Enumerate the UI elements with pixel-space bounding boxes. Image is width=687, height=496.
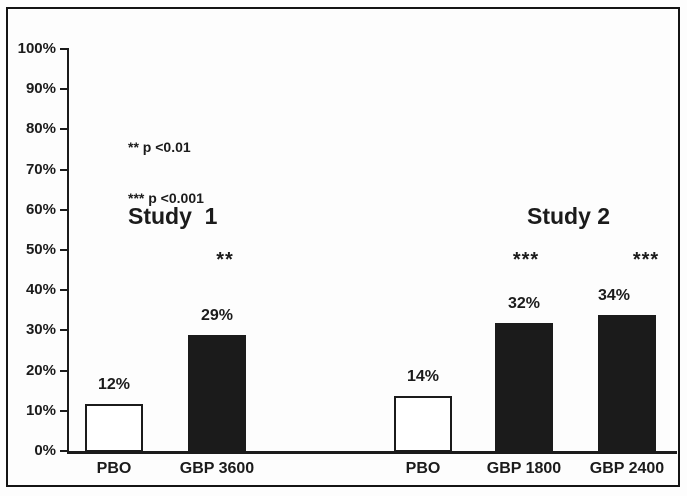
x-axis-label-gbp-1800: GBP 1800 — [486, 460, 562, 477]
y-axis-tick — [60, 168, 68, 171]
y-axis-tick — [60, 369, 68, 372]
y-axis-tick-label: 30% — [25, 321, 56, 339]
legend-line-triple-asterisk: *** p <0.001 — [128, 190, 204, 206]
legend-line-double-asterisk: ** p <0.01 — [128, 139, 191, 155]
y-axis-tick-label: 40% — [25, 281, 56, 299]
y-axis-tick-label: 70% — [25, 160, 56, 178]
value-label-gbp-3600: 29% — [200, 307, 234, 324]
p-value-legend: ** p <0.01 *** p <0.001 — [128, 105, 204, 241]
y-axis-tick-label: 100% — [17, 40, 56, 57]
y-axis-tick-label: 80% — [25, 120, 56, 138]
x-axis-label-pbo: PBO — [405, 460, 441, 477]
y-axis-tick — [60, 289, 68, 292]
y-axis-tick — [60, 409, 68, 412]
y-axis-tick — [60, 88, 68, 91]
bar-gbp-3600 — [188, 335, 246, 452]
study-2-title: Study 2 — [527, 203, 611, 229]
significance-marker-gbp-2400: *** — [632, 249, 660, 271]
significance-marker-gbp-3600: ** — [216, 249, 234, 271]
y-axis-tick — [60, 450, 68, 452]
y-axis-tick-label: 60% — [25, 200, 56, 218]
y-axis-tick — [60, 329, 68, 332]
y-axis-tick-label: 0% — [34, 442, 56, 459]
y-axis-tick — [60, 128, 68, 131]
x-axis-label-pbo: PBO — [96, 460, 132, 477]
value-label-gbp-1800: 32% — [507, 295, 541, 312]
bar-pbo — [394, 396, 452, 452]
y-axis-tick-label: 20% — [25, 361, 56, 379]
y-axis-tick-label: 10% — [25, 401, 56, 419]
bar-gbp-2400 — [598, 315, 656, 452]
chart-border — [6, 7, 680, 487]
bar-gbp-1800 — [495, 323, 553, 452]
significance-marker-gbp-1800: *** — [512, 249, 540, 271]
bar-pbo — [85, 404, 143, 452]
y-axis-tick — [60, 48, 68, 50]
y-axis-tick — [60, 208, 68, 211]
y-axis-tick — [60, 249, 68, 251]
y-axis-line — [67, 48, 69, 453]
y-axis-tick-label: 50% — [25, 241, 56, 258]
x-axis-label-gbp-3600: GBP 3600 — [179, 460, 255, 477]
y-axis-tick-label: 90% — [25, 80, 56, 98]
x-axis-line — [67, 451, 677, 454]
value-label-gbp-2400: 34% — [597, 287, 631, 304]
value-label-pbo: 14% — [406, 368, 440, 385]
study-1-title: Study 1 — [128, 203, 218, 229]
x-axis-label-gbp-2400: GBP 2400 — [589, 460, 665, 477]
value-label-pbo: 12% — [97, 376, 131, 393]
